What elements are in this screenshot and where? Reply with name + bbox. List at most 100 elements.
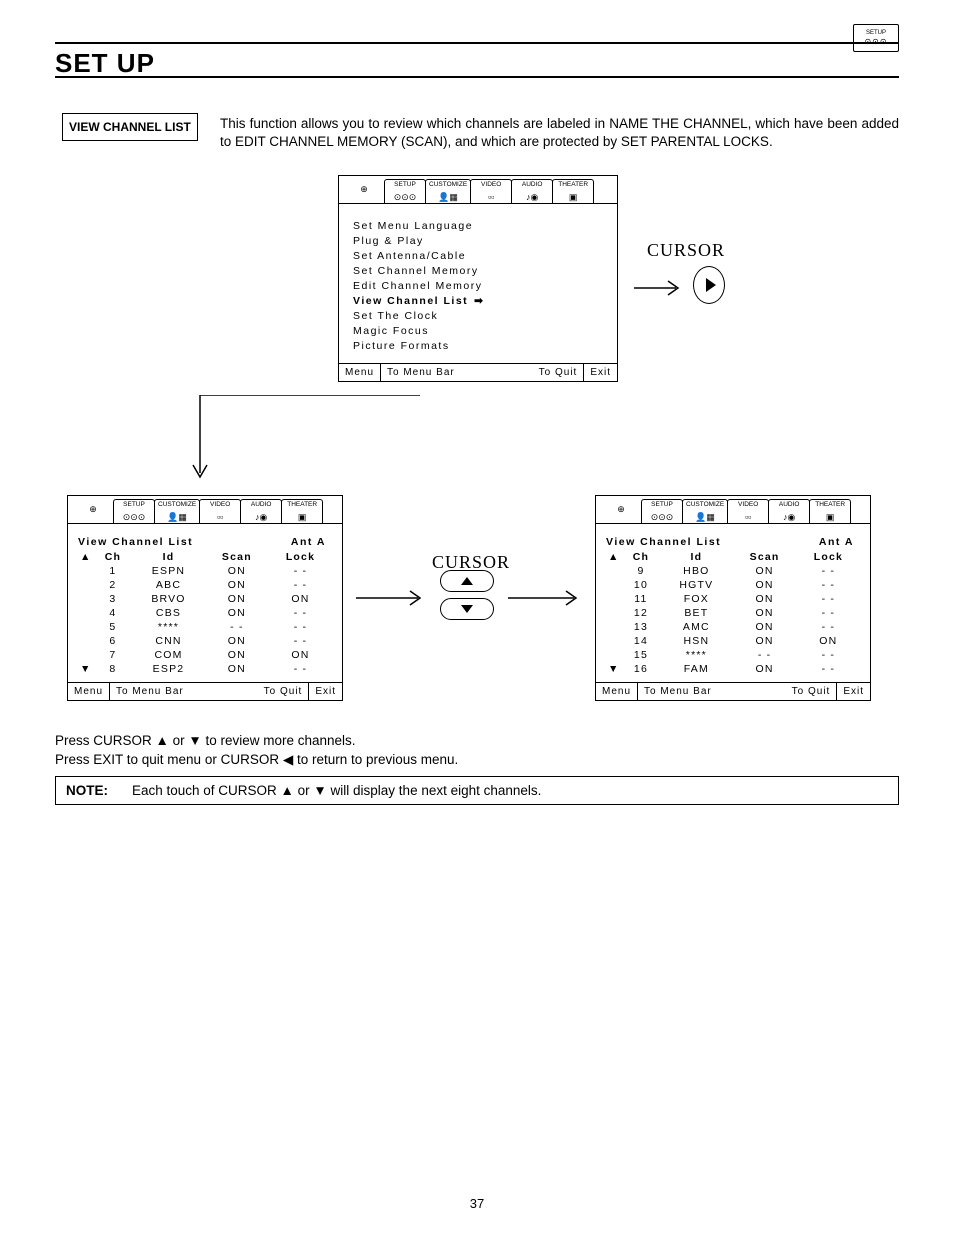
table-row: 9HBOON- - [606, 564, 860, 578]
table-row: 13AMCON- - [606, 620, 860, 634]
table-row: 12BETON- - [606, 606, 860, 620]
footer-to-menu-bar: To Menu Bar [381, 364, 461, 381]
table-row: ▼8ESP2ON- - [78, 662, 332, 676]
table-row: 3BRVOONON [78, 592, 332, 606]
tab-theater[interactable]: THEATER▣ [552, 179, 594, 203]
footer-to-quit: To Quit [258, 683, 310, 700]
cursor-right-button[interactable] [693, 266, 725, 304]
flow-arrow-down [190, 395, 430, 500]
page-number: 37 [0, 1196, 954, 1211]
tab-audio[interactable]: AUDIO♪◉ [768, 499, 810, 523]
footer-menu[interactable]: Menu [68, 683, 110, 700]
footer-menu[interactable]: Menu [339, 364, 381, 381]
tab-theater[interactable]: THEATER▣ [281, 499, 323, 523]
cursor-down-button[interactable] [440, 598, 494, 620]
scroll-down-icon[interactable]: ▼ [606, 662, 622, 676]
tab-setup[interactable]: SETUP⊙⊙⊙ [113, 499, 155, 523]
instruction-line: Press EXIT to quit menu or CURSOR ◀ to r… [55, 751, 899, 770]
tab-video-icon: ▫▫ [488, 193, 494, 202]
scroll-up-icon[interactable]: ▲ [78, 550, 94, 564]
footer-to-quit: To Quit [533, 364, 585, 381]
section-label: VIEW CHANNEL LIST [62, 113, 198, 141]
tab-customize-icon: 👤▦ [438, 193, 458, 202]
menu-tabs: ⊕ SETUP⊙⊙⊙ CUSTOMIZE👤▦ VIDEO▫▫ AUDIO♪◉ T… [339, 176, 617, 204]
tab-video[interactable]: VIDEO▫▫ [470, 179, 512, 203]
page-title: SET UP [55, 48, 899, 79]
menu-item[interactable]: Set Antenna/Cable [353, 248, 605, 263]
table-row: ▼16FAMON- - [606, 662, 860, 676]
table-row: 2ABCON- - [78, 578, 332, 592]
menu-item[interactable]: Set The Clock [353, 308, 605, 323]
page-header: SET UP [55, 42, 899, 78]
tab-customize[interactable]: CUSTOMIZE👤▦ [425, 179, 471, 203]
screen-footer: Menu To Menu Bar To Quit Exit [596, 682, 870, 700]
footer-exit[interactable]: Exit [309, 683, 342, 700]
menu-item[interactable]: Plug & Play [353, 233, 605, 248]
menu-item[interactable]: Magic Focus [353, 323, 605, 338]
tab-audio[interactable]: AUDIO♪◉ [240, 499, 282, 523]
menu-item[interactable]: Set Menu Language [353, 218, 605, 233]
note-box: NOTE: Each touch of CURSOR ▲ or ▼ will di… [55, 776, 899, 805]
footer-menu[interactable]: Menu [596, 683, 638, 700]
tab-video[interactable]: VIDEO▫▫ [727, 499, 769, 523]
screen-footer: Menu To Menu Bar To Quit Exit [339, 363, 617, 381]
note-text: Each touch of CURSOR ▲ or ▼ will display… [132, 783, 541, 798]
scroll-down-icon[interactable]: ▼ [78, 662, 94, 676]
footer-to-quit: To Quit [786, 683, 838, 700]
table-row: 5****- -- - [78, 620, 332, 634]
cursor-label: CURSOR [647, 240, 725, 261]
table-row: 15****- -- - [606, 648, 860, 662]
tab-setup[interactable]: SETUP⊙⊙⊙ [641, 499, 683, 523]
scroll-up-icon[interactable]: ▲ [606, 550, 622, 564]
screen-footer: Menu To Menu Bar To Quit Exit [68, 682, 342, 700]
tab-setup[interactable]: SETUP⊙⊙⊙ [384, 179, 426, 203]
table-row: 14HSNONON [606, 634, 860, 648]
footer-exit[interactable]: Exit [837, 683, 870, 700]
cursor-updown-buttons [440, 570, 494, 620]
tab-customize[interactable]: CUSTOMIZE👤▦ [682, 499, 728, 523]
cursor-up-button[interactable] [440, 570, 494, 592]
table-row: 1ESPNON- - [78, 564, 332, 578]
menu-item[interactable]: Set Channel Memory [353, 263, 605, 278]
tab-selector-icon: ⊕ [343, 179, 385, 203]
instruction-line: Press CURSOR ▲ or ▼ to review more chann… [55, 732, 899, 751]
channel-table-left: ▲ Ch Id Scan Lock 1ESPNON- - 2ABCON- - 3… [78, 550, 332, 676]
footer-to-menu-bar: To Menu Bar [638, 683, 718, 700]
menu-item[interactable]: Picture Formats [353, 338, 605, 353]
tab-audio[interactable]: AUDIO♪◉ [511, 179, 553, 203]
tab-video[interactable]: VIDEO▫▫ [199, 499, 241, 523]
tab-selector-icon: ⊕ [72, 499, 114, 523]
channel-list-screen-right: ⊕ SETUP⊙⊙⊙ CUSTOMIZE👤▦ VIDEO▫▫ AUDIO♪◉ T… [595, 495, 871, 701]
setup-badge-label: SETUP [866, 30, 886, 36]
table-row: 6CNNON- - [78, 634, 332, 648]
setup-menu-list: Set Menu Language Plug & Play Set Antenn… [353, 218, 605, 353]
tab-theater-icon: ▣ [569, 193, 578, 202]
tab-audio-icon: ♪◉ [526, 193, 538, 202]
setup-menu-screen: ⊕ SETUP⊙⊙⊙ CUSTOMIZE👤▦ VIDEO▫▫ AUDIO♪◉ T… [338, 175, 618, 382]
table-row: 7COMONON [78, 648, 332, 662]
tab-selector-icon: ⊕ [600, 499, 642, 523]
tab-setup-icon: ⊙⊙⊙ [394, 193, 417, 202]
section-text: This function allows you to review which… [220, 115, 899, 151]
menu-tabs: ⊕ SETUP⊙⊙⊙ CUSTOMIZE👤▦ VIDEO▫▫ AUDIO♪◉ T… [596, 496, 870, 524]
tab-theater[interactable]: THEATER▣ [809, 499, 851, 523]
tab-customize[interactable]: CUSTOMIZE👤▦ [154, 499, 200, 523]
arrow-to-cursor-right [632, 278, 688, 298]
table-row: 11FOXON- - [606, 592, 860, 606]
arrow-right-icon: ➡ [474, 295, 484, 307]
arrow-to-updown [354, 588, 432, 608]
instructions: Press CURSOR ▲ or ▼ to review more chann… [55, 732, 899, 770]
channel-list-title-row: View Channel List Ant A [606, 532, 860, 550]
footer-to-menu-bar: To Menu Bar [110, 683, 190, 700]
channel-list-screen-left: ⊕ SETUP⊙⊙⊙ CUSTOMIZE👤▦ VIDEO▫▫ AUDIO♪◉ T… [67, 495, 343, 701]
table-row: 4CBSON- - [78, 606, 332, 620]
footer-exit[interactable]: Exit [584, 364, 617, 381]
menu-item-selected[interactable]: View Channel List➡ [353, 293, 605, 308]
note-label: NOTE: [66, 783, 108, 798]
table-row: 10HGTVON- - [606, 578, 860, 592]
menu-item[interactable]: Edit Channel Memory [353, 278, 605, 293]
arrow-to-right-screen [506, 588, 588, 608]
channel-table-right: ▲ Ch Id Scan Lock 9HBOON- - 10HGTVON- - … [606, 550, 860, 676]
menu-tabs: ⊕ SETUP⊙⊙⊙ CUSTOMIZE👤▦ VIDEO▫▫ AUDIO♪◉ T… [68, 496, 342, 524]
channel-list-title-row: View Channel List Ant A [78, 532, 332, 550]
